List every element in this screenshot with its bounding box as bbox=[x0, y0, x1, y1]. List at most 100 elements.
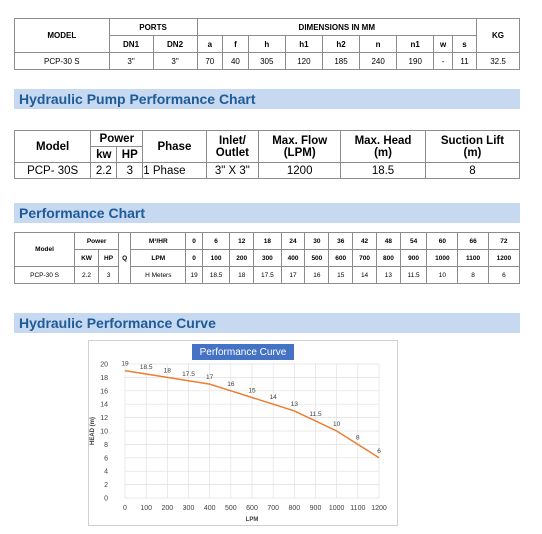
table-cell: 305 bbox=[247, 52, 286, 70]
data-label: 19 bbox=[121, 361, 129, 368]
header-cell: 30 bbox=[304, 232, 330, 250]
table-cell: 190 bbox=[396, 52, 435, 70]
x-axis-title: LPM bbox=[246, 517, 259, 523]
data-label: 18 bbox=[164, 367, 172, 374]
y-tick-label: 20 bbox=[100, 362, 108, 369]
data-label: 18.5 bbox=[140, 364, 153, 371]
x-tick-label: 300 bbox=[183, 505, 195, 512]
data-label: 11.5 bbox=[309, 411, 322, 418]
x-tick-label: 700 bbox=[267, 505, 279, 512]
table-cell: 13 bbox=[375, 266, 401, 284]
table-row: PCP- 30S 2.2 3 1 Phase 3" X 3" 1200 18.5 8 bbox=[13, 162, 521, 179]
y-tick-label: 10 bbox=[100, 429, 108, 436]
header-cell: w bbox=[433, 35, 453, 53]
table-cell: 16 bbox=[304, 266, 330, 284]
header-cell: 60 bbox=[426, 232, 459, 250]
header-cell: DN1 bbox=[108, 35, 154, 53]
table-cell: 1200 bbox=[258, 162, 342, 179]
chart-title-box bbox=[192, 344, 294, 360]
pump-spec-table: Model Power Phase Inlet/Outlet Max. Flow (LPM… bbox=[13, 130, 521, 179]
table-cell: 17 bbox=[280, 266, 306, 284]
section-heading: Performance Chart bbox=[14, 203, 520, 223]
header-cell: n bbox=[359, 35, 398, 53]
header-cell: Model bbox=[13, 130, 92, 163]
header-cell: M³/HR bbox=[130, 232, 187, 250]
data-label: 8 bbox=[356, 434, 360, 441]
table-row: DN1 DN2 a f h h1 h2 n n1 w s bbox=[15, 35, 520, 53]
header-cell: 700 bbox=[352, 249, 377, 267]
table-cell: 40 bbox=[222, 52, 249, 70]
header-cell: Phase bbox=[142, 130, 207, 163]
x-tick-label: 1000 bbox=[329, 505, 345, 512]
x-tick-label: 900 bbox=[310, 505, 322, 512]
table-row: Model Power Phase Inlet/Outlet Max. Flow (LPM… bbox=[13, 130, 521, 163]
table-cell: 8 bbox=[424, 162, 521, 179]
y-tick-label: 2 bbox=[104, 482, 108, 489]
table-cell: 19 bbox=[185, 266, 203, 284]
table-cell: 14 bbox=[352, 266, 377, 284]
table-cell: 10 bbox=[426, 266, 459, 284]
dimensions-table: MODEL PORTS DIMENSIONS IN MM KG DN1 DN2 a f h h1 h… bbox=[14, 18, 520, 70]
header-cell: h1 bbox=[284, 35, 323, 53]
table-row: Model Power Q M³/HR 0 6 12 18 24 30 36 42 48 54 60 66 72 bbox=[13, 232, 521, 284]
table-cell: - bbox=[433, 52, 453, 70]
header-cell: Power bbox=[90, 130, 144, 147]
section-heading: Hydraulic Pump Performance Chart bbox=[14, 89, 520, 109]
table-cell: 3 bbox=[97, 266, 120, 284]
table-cell: 15 bbox=[328, 266, 354, 284]
header-cell: PORTS bbox=[108, 18, 198, 36]
x-tick-label: 500 bbox=[225, 505, 237, 512]
table-cell: PCP-30 S bbox=[14, 52, 110, 70]
cell-line: Inlet/ bbox=[218, 134, 246, 147]
table-cell: 6 bbox=[487, 266, 521, 284]
header-cell: 1200 bbox=[487, 249, 521, 267]
x-tick-label: 800 bbox=[288, 505, 300, 512]
header-cell: MODEL bbox=[14, 18, 110, 53]
header-cell: Power bbox=[74, 232, 120, 250]
cell-line: (m) bbox=[374, 146, 392, 159]
header-cell: DN2 bbox=[152, 35, 198, 53]
y-tick-label: 14 bbox=[100, 402, 108, 409]
header-cell: 36 bbox=[328, 232, 354, 250]
header-cell: 42 bbox=[352, 232, 377, 250]
header-cell: 18 bbox=[253, 232, 282, 250]
header-cell: kw bbox=[90, 146, 118, 163]
table-cell: 240 bbox=[359, 52, 398, 70]
table-row: PCP-30 S 2.2 3 H Meters 19 18.5 18 17.5 17 16 15 14… bbox=[13, 266, 521, 284]
table-cell: 18 bbox=[229, 266, 255, 284]
header-cell: 1000 bbox=[426, 249, 459, 267]
header-cell: 48 bbox=[375, 232, 401, 250]
chart-title: Performance Curve bbox=[200, 347, 287, 358]
table-cell: 18.5 bbox=[340, 162, 426, 179]
table-cell: 3" bbox=[108, 52, 154, 70]
y-tick-label: 4 bbox=[104, 469, 108, 476]
header-cell: HP bbox=[97, 249, 120, 267]
header-cell: 400 bbox=[280, 249, 306, 267]
table-cell: 11.5 bbox=[399, 266, 428, 284]
header-cell: a bbox=[196, 35, 224, 53]
cell-line: (LPM) bbox=[283, 146, 316, 159]
y-tick-label: 0 bbox=[104, 496, 108, 503]
header-cell: Q bbox=[118, 232, 132, 284]
header-cell: s bbox=[451, 35, 478, 53]
header-cell: 200 bbox=[229, 249, 255, 267]
y-tick-label: 16 bbox=[100, 388, 108, 395]
header-cell: HP bbox=[116, 146, 144, 163]
cell-line: Outlet bbox=[215, 146, 249, 159]
x-tick-label: 1200 bbox=[371, 505, 387, 512]
table-cell: PCP-30 S bbox=[13, 266, 76, 284]
y-tick-label: 18 bbox=[100, 375, 108, 382]
header-cell: 500 bbox=[304, 249, 330, 267]
header-cell: 600 bbox=[328, 249, 354, 267]
x-tick-label: 1100 bbox=[350, 505, 365, 512]
header-cell: DIMENSIONS IN MM bbox=[196, 18, 478, 36]
header-cell: 1100 bbox=[457, 249, 489, 267]
header-cell: 0 bbox=[185, 232, 203, 250]
header-cell: 0 bbox=[185, 249, 203, 267]
data-label: 14 bbox=[270, 394, 278, 401]
table-row: PCP-30 S 3" 3" 70 40 305 120 185 240 190-11 32.5 bbox=[14, 52, 520, 70]
header-cell: Max. Head (m) bbox=[340, 130, 426, 163]
table-row: KW HP LPM 0 100 200 300 400 500 600 700 800 900 1000 1… bbox=[15, 249, 521, 267]
